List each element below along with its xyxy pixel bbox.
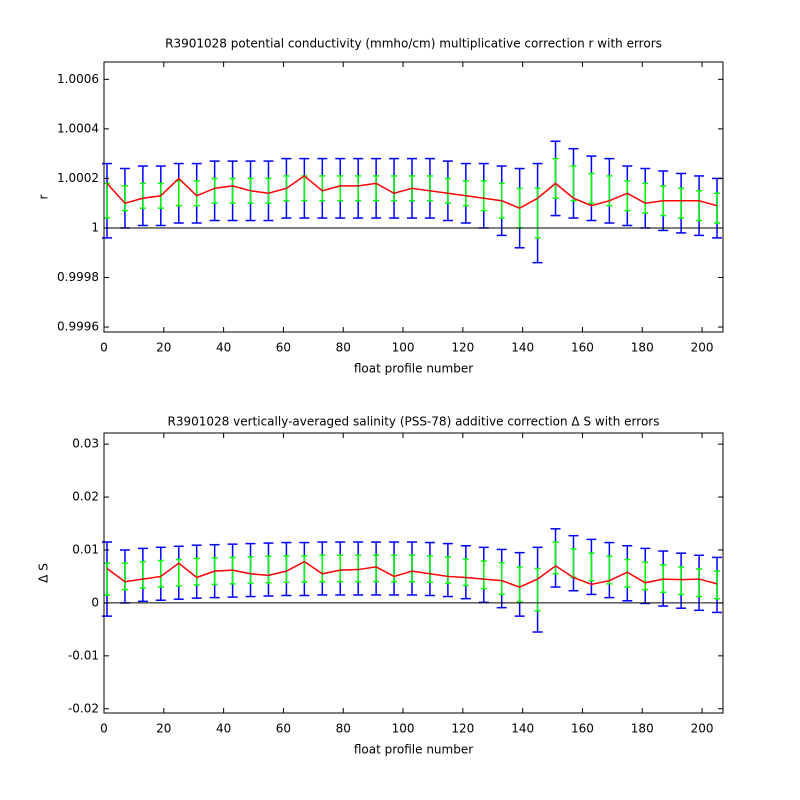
x-tick-label: 80: [336, 341, 351, 355]
error-bar: [265, 555, 272, 584]
x-tick-label: 200: [691, 722, 714, 736]
error-bar: [139, 560, 146, 589]
plot-frame: [103, 432, 724, 714]
y-tick-label: 0.02: [72, 490, 99, 504]
error-bar: [624, 558, 631, 588]
error-bar: [355, 175, 362, 202]
error-bar: [480, 560, 487, 590]
error-bar: [337, 175, 344, 202]
error-bar: [696, 190, 703, 222]
x-tick-label: 180: [631, 722, 654, 736]
chart-title: R3901028 potential conductivity (mmho/cm…: [165, 37, 662, 51]
y-tick-label: 0.9998: [57, 270, 99, 284]
error-bar: [355, 554, 362, 583]
error-bar: [678, 566, 685, 596]
error-bar: [588, 172, 595, 204]
y-tick-label: 0.01: [72, 542, 99, 556]
y-tick-label: 1.0006: [57, 72, 99, 86]
y-tick-label: -0.01: [68, 648, 99, 662]
error-bar: [265, 177, 272, 204]
error-bar: [480, 180, 487, 212]
error-bar: [247, 556, 254, 585]
error-bar: [193, 180, 200, 207]
error-bar: [121, 185, 128, 212]
error-bar: [391, 554, 398, 583]
error-bar: [588, 552, 595, 582]
error-bar: [552, 157, 559, 199]
x-axis-label: float profile number: [354, 743, 473, 757]
x-tick-label: 40: [216, 722, 231, 736]
x-tick-label: 100: [392, 341, 415, 355]
y-tick-label: 1.0002: [57, 171, 99, 185]
x-tick-label: 0: [100, 722, 108, 736]
error-bar: [642, 182, 649, 214]
error-bar: [426, 555, 433, 584]
x-tick-label: 120: [451, 341, 474, 355]
error-bar: [319, 554, 326, 583]
error-bar: [624, 180, 631, 212]
x-tick-label: 180: [631, 341, 654, 355]
plot-frame: [103, 61, 724, 333]
data-line: [106, 175, 718, 209]
error-bar: [678, 187, 685, 219]
error-bar: [319, 175, 326, 202]
y-tick-label: 1.0004: [57, 121, 99, 135]
error-bar: [373, 554, 380, 583]
error-bar: [570, 165, 577, 202]
data-line: [106, 560, 718, 588]
x-tick-label: 20: [156, 722, 171, 736]
error-bar: [193, 557, 200, 586]
error-bar: [157, 559, 164, 588]
y-tick-label: -0.02: [68, 701, 99, 715]
error-bar: [409, 554, 416, 583]
x-tick-label: 160: [571, 341, 594, 355]
error-bar: [696, 568, 703, 598]
x-tick-label: 100: [392, 722, 415, 736]
error-bar: [211, 177, 218, 204]
x-tick-label: 0: [100, 341, 108, 355]
x-tick-label: 60: [276, 722, 291, 736]
error-bar: [552, 541, 559, 575]
x-tick-label: 140: [511, 341, 534, 355]
error-bar: [337, 554, 344, 583]
error-bar: [642, 561, 649, 591]
error-bar: [444, 556, 451, 585]
error-bar: [714, 570, 721, 600]
error-bar: [391, 175, 398, 202]
x-tick-label: 140: [511, 722, 534, 736]
error-bar: [462, 180, 469, 207]
error-bar: [121, 562, 128, 591]
x-tick-label: 60: [276, 341, 291, 355]
chart-title: R3901028 vertically-averaged salinity (P…: [168, 415, 660, 429]
error-bar: [139, 182, 146, 209]
error-bar: [283, 555, 290, 584]
error-bar: [516, 566, 523, 603]
x-axis-label: float profile number: [354, 362, 473, 376]
error-bar: [426, 175, 433, 202]
error-bar: [606, 555, 613, 585]
x-tick-label: 120: [451, 722, 474, 736]
error-bar: [714, 192, 721, 224]
y-tick-label: 0: [91, 595, 99, 609]
x-tick-label: 40: [216, 341, 231, 355]
x-tick-label: 20: [156, 341, 171, 355]
error-bar: [301, 555, 308, 584]
y-tick-label: 0.9996: [57, 320, 99, 334]
x-tick-label: 160: [571, 722, 594, 736]
error-bar: [373, 175, 380, 202]
y-axis-label: r: [37, 194, 51, 199]
error-bar: [462, 558, 469, 587]
y-tick-label: 0.03: [72, 437, 99, 451]
error-bar: [534, 187, 541, 239]
error-bar: [229, 177, 236, 204]
y-axis-label: Δ S: [37, 563, 51, 583]
x-tick-label: 80: [336, 722, 351, 736]
error-bar: [444, 177, 451, 204]
error-bar: [498, 561, 505, 596]
y-tick-label: 1: [91, 220, 99, 234]
x-tick-label: 200: [691, 341, 714, 355]
error-bar: [534, 567, 541, 612]
